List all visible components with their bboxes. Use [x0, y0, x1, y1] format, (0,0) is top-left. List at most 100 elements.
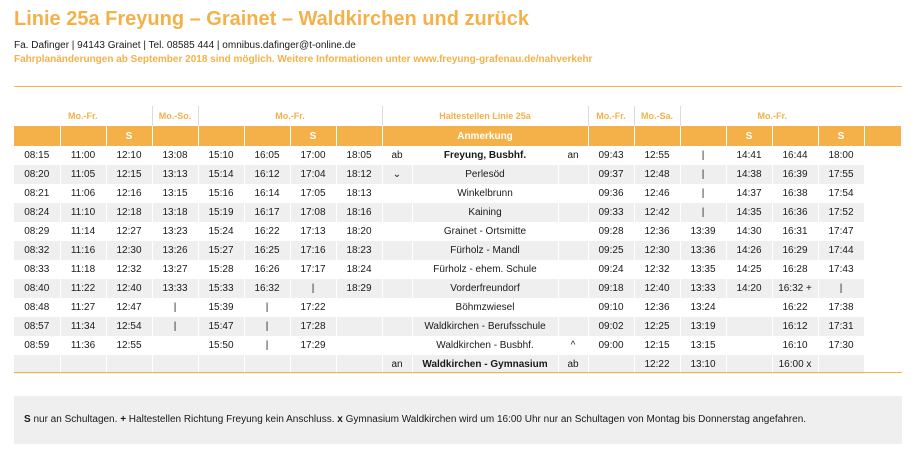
table-row: 08:33 11:18 12:32 13:27 15:28 16:26 17:17 18:24… [14, 260, 902, 279]
departure-time-cell: 12:27 [106, 222, 153, 241]
return-time-cell: | [818, 279, 865, 298]
return-time-cell: | [680, 165, 727, 184]
column-header [14, 126, 61, 146]
departure-time-cell [198, 355, 245, 374]
departure-time-cell: 16:05 [244, 146, 291, 165]
departure-time-cell: 12:16 [106, 184, 153, 203]
column-header-row: S S Anmerkung S S [14, 126, 903, 146]
departure-time-cell: 08:33 [14, 260, 61, 279]
table-row: 08:48 11:27 12:47 | 15:39 | 17:22 Böhmzwiesel 09… [14, 298, 902, 317]
table-row: 08:24 11:10 12:18 13:18 15:19 16:17 17:08 18:16… [14, 203, 902, 222]
departure-time-cell: 16:32 [244, 279, 291, 298]
return-time-cell: 17:47 [818, 222, 865, 241]
departure-time-cell: 15:28 [198, 260, 245, 279]
departure-time-cell [14, 355, 61, 374]
departure-time-cell: 15:27 [198, 241, 245, 260]
departure-time-cell: 13:26 [152, 241, 199, 260]
departure-time-cell: | [152, 317, 199, 336]
contact-info: Fa. Dafinger | 94143 Grainet | Tel. 0858… [14, 40, 356, 51]
return-time-cell: 09:37 [588, 165, 635, 184]
departure-time-cell: 15:39 [198, 298, 245, 317]
table-row: 08:57 11:34 12:54 | 15:47 | 17:28 Waldkirchen -… [14, 317, 902, 336]
return-time-cell: | [680, 184, 727, 203]
departure-time-cell: 16:22 [244, 222, 291, 241]
stop-name: Freyung, Busbhf. [412, 146, 559, 165]
departure-time-cell: 15:24 [198, 222, 245, 241]
departure-time-cell: 18:24 [336, 260, 383, 279]
return-time-cell: 16:22 [772, 298, 819, 317]
departure-time-cell: 18:20 [336, 222, 383, 241]
departure-time-cell: 11:00 [60, 146, 107, 165]
departure-time-cell: 17:05 [290, 184, 337, 203]
stop-marker-left [382, 222, 413, 241]
stop-marker-right [558, 279, 589, 298]
return-time-cell: | [680, 203, 727, 222]
stop-name: Winkelbrunn [412, 184, 559, 203]
stop-marker-left: ab [382, 146, 413, 165]
departure-time-cell: 11:05 [60, 165, 107, 184]
return-time-cell: 09:43 [588, 146, 635, 165]
departure-time-cell: 13:23 [152, 222, 199, 241]
return-time-cell: 16:12 [772, 317, 819, 336]
departure-time-cell: 08:15 [14, 146, 61, 165]
departure-time-cell [60, 355, 107, 374]
departure-time-cell [336, 317, 383, 336]
table-row: 08:20 11:05 12:15 13:13 15:14 16:12 17:04 18:12… [14, 165, 902, 184]
return-time-cell [818, 355, 865, 374]
departure-time-cell: 16:17 [244, 203, 291, 222]
departure-time-cell: 13:13 [152, 165, 199, 184]
table-row: 08:59 11:36 12:55 15:50 | 17:29 Waldkirchen - … [14, 336, 902, 355]
departure-time-cell: 15:14 [198, 165, 245, 184]
return-time-cell: 16:31 [772, 222, 819, 241]
page-title: Linie 25a Freyung – Grainet – Waldkirche… [14, 8, 529, 30]
departure-time-cell: 15:19 [198, 203, 245, 222]
legend-key-x: x [337, 414, 343, 425]
stop-marker-right: an [558, 146, 589, 165]
stop-name: Vorderfreundorf [412, 279, 559, 298]
stop-name: Böhmzwiesel [412, 298, 559, 317]
stop-marker-left: an [382, 355, 413, 374]
return-time-cell: 13:15 [680, 336, 727, 355]
stop-name: Fürholz - Mandl [412, 241, 559, 260]
group-header-mo-sa: Mo.-Sa. [634, 106, 681, 126]
return-time-cell: 18:00 [818, 146, 865, 165]
return-time-cell: 13:39 [680, 222, 727, 241]
return-time-cell: 12:22 [634, 355, 681, 374]
stop-name: Kaining [412, 203, 559, 222]
return-time-cell: 14:35 [726, 203, 773, 222]
stop-marker-right [558, 165, 589, 184]
departure-time-cell: 15:16 [198, 184, 245, 203]
departure-time-cell: 15:10 [198, 146, 245, 165]
return-time-cell: 16:29 [772, 241, 819, 260]
group-header-stops: Haltestellen Linie 25a [382, 106, 589, 126]
stop-marker-right [558, 222, 589, 241]
group-header-mo-so: Mo.-So. [152, 106, 199, 126]
return-time-cell: 09:24 [588, 260, 635, 279]
stop-marker-right: ab [558, 355, 589, 374]
stop-name: Perlesöd [412, 165, 559, 184]
column-header [244, 126, 291, 146]
departure-time-cell: 16:25 [244, 241, 291, 260]
departure-time-cell: 08:21 [14, 184, 61, 203]
schedule-notice: Fahrplanänderungen ab September 2018 sin… [14, 54, 593, 65]
departure-time-cell: 08:20 [14, 165, 61, 184]
departure-time-cell [336, 298, 383, 317]
departure-time-cell: 11:18 [60, 260, 107, 279]
departure-time-cell: 08:48 [14, 298, 61, 317]
return-time-cell: 14:38 [726, 165, 773, 184]
stop-marker-left [382, 260, 413, 279]
return-time-cell: 13:33 [680, 279, 727, 298]
return-time-cell: 13:35 [680, 260, 727, 279]
return-time-cell: 16:36 [772, 203, 819, 222]
return-time-cell: 09:33 [588, 203, 635, 222]
departure-time-cell: | [244, 298, 291, 317]
table-row: 08:40 11:22 12:40 13:33 15:33 16:32 | 18:29 Vord… [14, 279, 902, 298]
departure-time-cell: 12:10 [106, 146, 153, 165]
return-time-cell: 16:44 [772, 146, 819, 165]
timetable: Mo.-Fr. Mo.-So. Mo.-Fr. Haltestellen Lin… [14, 106, 903, 374]
column-header [152, 126, 199, 146]
stop-name: Fürholz - ehem. Schule [412, 260, 559, 279]
column-header [772, 126, 819, 146]
column-header [198, 126, 245, 146]
stop-marker-left: ⌄ [382, 165, 413, 184]
